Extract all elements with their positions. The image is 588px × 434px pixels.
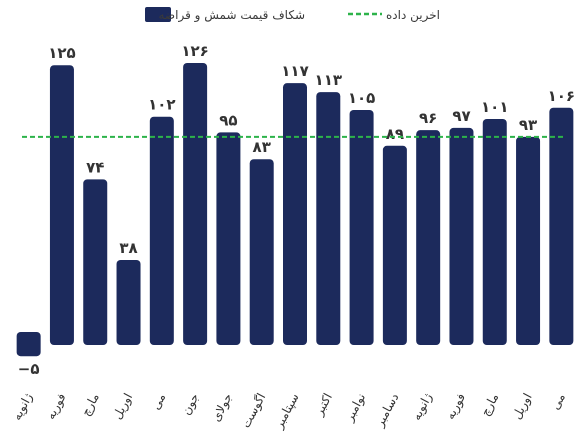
legend-line-label: اخرین داده	[386, 8, 440, 23]
value-label: ۱۰۲	[148, 96, 175, 114]
value-label: ۱۰۱	[481, 98, 508, 116]
bar	[549, 107, 574, 345]
value-label: ۳۸	[119, 239, 137, 257]
bar	[183, 63, 208, 345]
legend: شکاف قیمت شمش و قراضه اخرین داده	[145, 7, 440, 23]
bar	[416, 130, 441, 345]
bar	[516, 136, 541, 345]
bar	[216, 132, 241, 345]
bar	[16, 332, 41, 357]
value-label: ۸۳	[253, 138, 271, 156]
x-tick-label: فوریه	[443, 391, 469, 422]
bar	[382, 145, 407, 345]
value-label: ۹۷	[452, 107, 470, 125]
x-tick-label: می	[148, 391, 168, 412]
value-label: ۱۰۶	[548, 87, 575, 105]
bar	[283, 83, 307, 346]
x-tick-label: ژانویه	[409, 391, 436, 423]
x-tick-label: اوریل	[510, 391, 536, 422]
x-tick-label: فوریه	[43, 391, 69, 422]
x-tick-label: ژانویه	[10, 391, 37, 423]
value-labels-group: −۵ ۱۲۵ ۷۴ ۳۸ ۱۰۲ ۱۲۶ ۹۵ ۸۳ ۱۱۷ ۱۱۳ ۱۰۵ ۸۹ ۹۶ ۹۷ ۱۰۱ ۹۳ ۱…	[18, 42, 575, 378]
legend-bar-label: شکاف قیمت شمش و قراضه	[158, 8, 305, 23]
value-label: −۵	[18, 360, 40, 378]
value-label: ۷۴	[86, 158, 104, 176]
value-label: ۹۵	[219, 111, 237, 129]
value-label: ۹۶	[419, 109, 437, 127]
x-tick-label: جولای	[209, 391, 236, 424]
value-label: ۱۱۳	[315, 71, 342, 89]
bar	[316, 92, 341, 345]
bar	[49, 65, 74, 345]
x-tick-label: مارچ	[478, 391, 502, 419]
value-label: ۱۲۶	[181, 42, 208, 60]
value-label: ۱۲۵	[48, 44, 75, 62]
x-tick-label: اوریل	[110, 391, 136, 422]
bar	[249, 159, 274, 345]
value-label: ۱۰۵	[348, 89, 375, 107]
bar	[349, 110, 374, 345]
x-tick-label: مارچ	[78, 391, 102, 419]
bar	[449, 127, 474, 346]
x-tick-label: سپتامبر	[271, 391, 302, 432]
bar	[482, 118, 507, 345]
x-tick-label: می	[548, 391, 568, 412]
value-label: ۸۹	[386, 125, 404, 143]
x-tick-label: اگوست	[239, 391, 270, 431]
bar	[116, 259, 141, 345]
value-label: ۱۱۷	[281, 62, 308, 80]
x-tick-label: دسامبر	[372, 391, 402, 430]
bar	[83, 179, 108, 345]
x-tick-label: اکتبر	[311, 391, 335, 419]
x-tick-label: جون	[179, 391, 203, 418]
value-label: ۹۳	[519, 116, 537, 134]
bars-group	[16, 63, 574, 357]
x-axis-labels-group: ژانویه فوریه مارچ اوریل می جون جولای اگوست سپتام…	[10, 391, 568, 432]
legend-bar-swatch	[145, 7, 171, 22]
x-tick-label: نوامبر	[342, 391, 370, 425]
bar	[149, 116, 174, 345]
